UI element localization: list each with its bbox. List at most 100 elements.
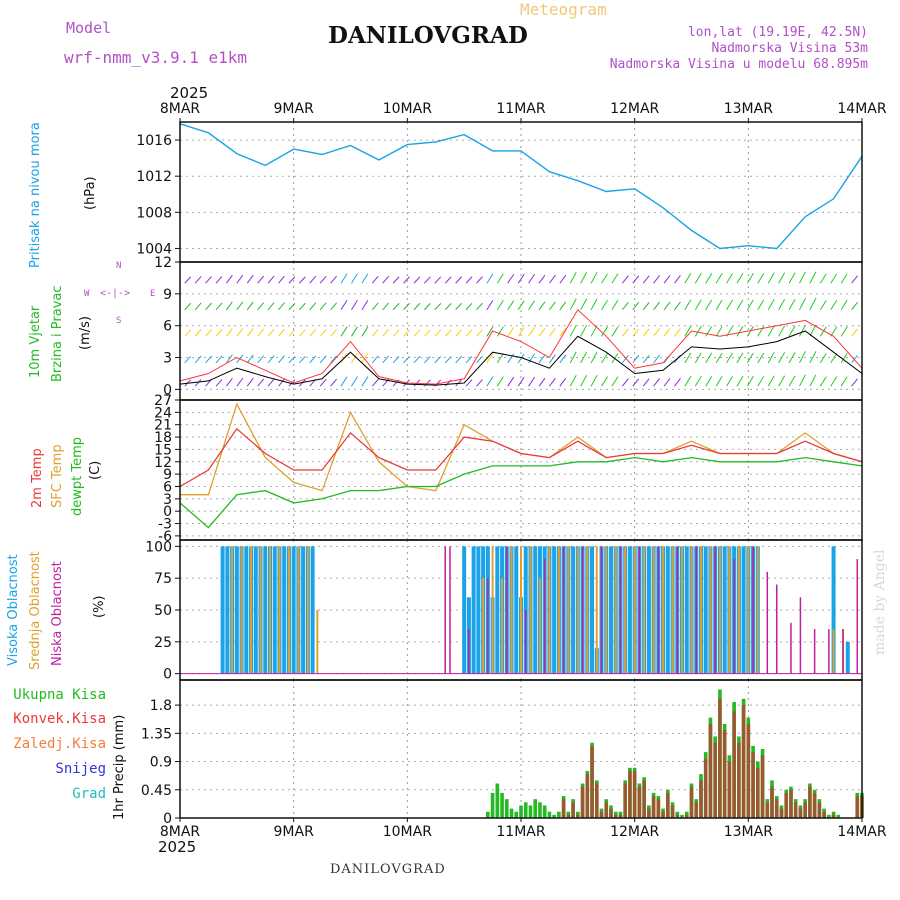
wind-barb [840, 300, 848, 311]
wind-barb [569, 325, 577, 337]
wind-barb [580, 374, 588, 387]
precip-conv-bar [774, 799, 779, 818]
wind-barb [486, 353, 494, 364]
wind-barb [455, 276, 463, 284]
wind-barb [215, 379, 223, 387]
wind-barb [205, 302, 212, 311]
wind-barb [278, 302, 285, 311]
cloud-bar-0 [590, 546, 595, 674]
wind-barb [476, 302, 483, 311]
cloud-bar-1 [690, 546, 693, 674]
panel-frame-pressure [179, 121, 863, 263]
cloud-bar-0 [462, 546, 467, 674]
cloud-bar-0 [533, 546, 538, 674]
cloud-bar-0 [253, 546, 258, 674]
precip-conv-bar [751, 752, 755, 818]
cloud-bar-2 [733, 559, 735, 674]
panel-frame-temperature [179, 399, 863, 541]
wind-barb [601, 376, 608, 387]
y-tick-label: 0 [163, 811, 172, 827]
precip-total-bar [557, 811, 561, 818]
wind-barb [799, 324, 806, 337]
y-tick-label: 15 [154, 442, 172, 458]
wind-barb [476, 276, 483, 284]
precip-conv-bar [765, 802, 770, 818]
cloud-bar-1 [718, 546, 721, 674]
wind-barb [257, 302, 265, 311]
precip-conv-bar [599, 811, 604, 818]
cloud-bar-1 [567, 546, 570, 674]
wind-barb [559, 301, 567, 311]
cloud-bar-1 [259, 546, 262, 674]
wind-barb [351, 376, 358, 387]
wind-barb [538, 274, 546, 284]
wind-barb [538, 328, 546, 337]
wind-barb [757, 352, 765, 364]
wind-speed-line [179, 330, 863, 386]
cloud-bar-2 [714, 546, 716, 674]
wind-barb [580, 351, 588, 364]
wind-barb [611, 326, 619, 337]
precip-total-bar [509, 808, 514, 818]
wind-barb [819, 376, 827, 387]
wind-barb [726, 299, 733, 311]
wind-barb [444, 379, 452, 387]
wind-barb [528, 353, 535, 364]
wind-barb [330, 355, 337, 364]
cloud-bar-0 [301, 546, 306, 674]
precip-conv-bar [746, 723, 751, 818]
wind-barb [601, 353, 608, 364]
wind-barb [840, 376, 848, 387]
wind-barb [788, 352, 796, 364]
cloud-bar-2 [752, 546, 754, 674]
precip-conv-bar [594, 783, 599, 818]
elevation-label: Nadmorska Visina 53m [711, 41, 868, 56]
wind-barb [653, 378, 661, 387]
cloud-bar-2 [776, 584, 778, 674]
wind-barb [444, 276, 452, 284]
wind-barb [194, 379, 202, 387]
cloud-bar-0 [471, 546, 476, 674]
wind-barb [371, 275, 379, 284]
wind-barb [496, 353, 504, 364]
wind-barb [715, 326, 723, 337]
precip-conv-bar [656, 799, 661, 818]
product-title: Meteogram [520, 0, 607, 19]
wind-barb [444, 329, 452, 337]
precip-conv-bar [618, 814, 623, 818]
precip-total-bar [547, 811, 552, 818]
wind-barb [642, 355, 650, 364]
wind-barb [215, 302, 223, 311]
wind-barb [434, 303, 442, 311]
cloud-bar-2 [657, 546, 660, 674]
precip-conv-bar [784, 792, 789, 818]
temp2m-line [179, 427, 863, 488]
wind-barb [309, 328, 317, 337]
wind-barb [507, 376, 515, 387]
wind-barb [288, 276, 296, 284]
wind-barb [392, 276, 400, 284]
wind-barb [694, 352, 702, 364]
wind-barb [767, 375, 775, 387]
x-tick-label-bottom: 10MAR [383, 824, 432, 840]
wind-barb [694, 326, 702, 337]
wind-barb [757, 375, 765, 387]
wind-barb [840, 326, 848, 337]
wind-barb [632, 378, 640, 387]
wind-barb [351, 300, 358, 311]
y-tick-label: 0 [163, 504, 172, 520]
legend-zaledj: Zaledj.Kisa [13, 736, 106, 752]
precip-conv-bar [632, 770, 637, 818]
lonlat-label: lon,lat (19.19E, 42.5N) [687, 25, 868, 40]
wind-barb [684, 326, 692, 337]
precip-total-bar [500, 792, 504, 818]
wind-barb [757, 299, 765, 311]
wind-barb [621, 275, 629, 284]
wind-barb [653, 354, 661, 364]
wind-barb [715, 273, 723, 284]
wind-barb [549, 328, 556, 337]
cloud-bar-0 [571, 546, 576, 674]
cloud-bar-1 [240, 546, 243, 674]
wind-barb [319, 275, 327, 284]
